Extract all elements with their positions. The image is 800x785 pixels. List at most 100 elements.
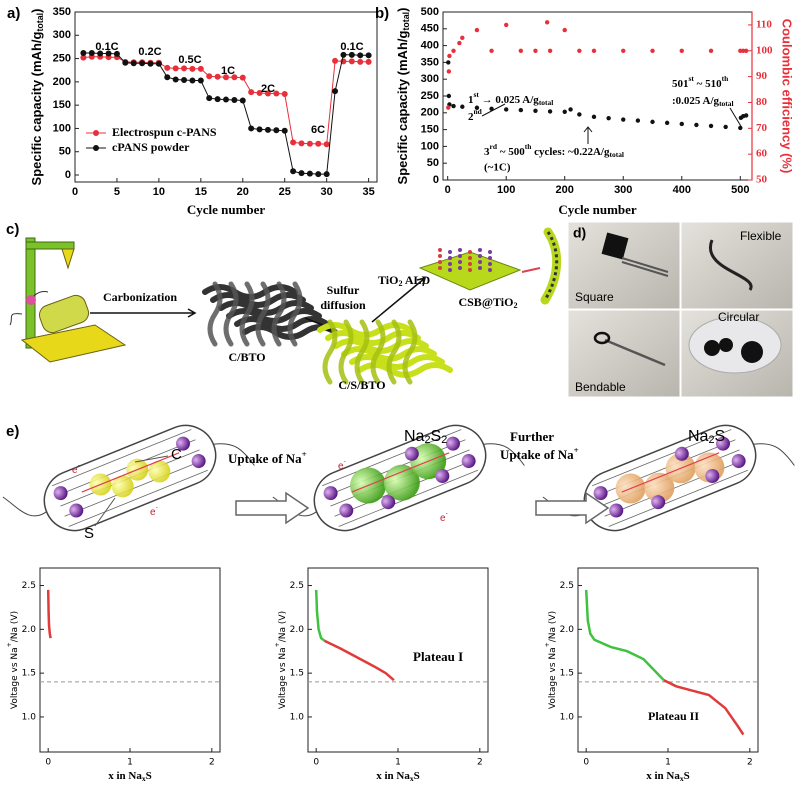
y-axis-label: Voltage vs Na+/Na (V): [544, 611, 558, 709]
data-point: [264, 90, 271, 97]
data-point: [231, 74, 238, 81]
x-tick-label: 2: [209, 758, 215, 768]
data-point: [635, 118, 641, 123]
fiber-mesh: [271, 281, 287, 347]
sodium-ion: [323, 486, 338, 501]
sodium-ion: [651, 495, 666, 510]
legend-marker: [93, 145, 99, 151]
series-line: [663, 679, 745, 736]
x-axis-label-part: x in Na: [646, 770, 680, 782]
fiber-mesh: [338, 319, 354, 385]
data-point: [606, 115, 611, 121]
species-label: Na2S: [688, 428, 725, 446]
y-tick-label: 2.5: [22, 581, 36, 591]
data-point: [223, 96, 229, 103]
x-tick-label: 0: [45, 758, 51, 768]
electron-label-part: e: [440, 513, 446, 524]
fiber-mesh: [402, 319, 418, 385]
electron-label-part: e: [338, 461, 344, 472]
data-point: [88, 49, 95, 56]
sodium-ion: [705, 468, 720, 483]
electron-label-part: -: [156, 504, 158, 511]
y-tick-label: 150: [421, 124, 439, 136]
data-point: [694, 122, 699, 128]
data-point: [446, 93, 452, 99]
step-label: Further: [510, 429, 554, 444]
panel-label: a): [7, 5, 20, 22]
step-label-part: +: [302, 449, 307, 459]
electron-label-part: e: [72, 465, 78, 476]
data-point: [172, 65, 179, 72]
annotation-part: nd: [474, 107, 483, 116]
plateau-label: Plateau I: [413, 649, 463, 664]
y-tick-label: 50: [427, 157, 439, 169]
sulfur-label: S: [84, 525, 94, 542]
annotation-part: :0.025 A/g: [672, 95, 720, 107]
x-tick-label: 20: [237, 186, 249, 198]
tio2-particle: [438, 248, 442, 252]
carbon-leader: [134, 455, 169, 463]
annotation: 2nd: [468, 107, 483, 123]
data-point: [365, 52, 372, 59]
sample-circular: [719, 338, 733, 352]
data-point: [568, 107, 573, 112]
apparatus-arm: [25, 241, 75, 250]
annotation-part: 1: [468, 94, 474, 106]
step-label: Uptake of Na+: [500, 445, 579, 462]
photo-label: Circular: [718, 310, 759, 324]
data-point: [447, 53, 452, 59]
species-label: Na2S2: [404, 428, 447, 446]
fiber-mesh: [234, 316, 330, 332]
series-line: [46, 589, 52, 639]
sodium-ion: [339, 503, 354, 518]
data-point: [621, 117, 626, 122]
photo-label: Flexible: [740, 229, 782, 243]
x-tick-label: 0: [313, 758, 319, 768]
y-axis-label-part: total: [401, 12, 411, 31]
data-point: [264, 126, 271, 133]
data-point: [206, 95, 213, 102]
y-tick-label: 350: [421, 56, 439, 68]
y-tick-label: 1.0: [290, 712, 305, 722]
data-point: [723, 124, 728, 130]
data-point: [547, 109, 553, 114]
tio2-particle: [448, 250, 452, 254]
sulfur-sphere: [383, 464, 420, 501]
species-label-part: 2: [708, 434, 714, 446]
data-point: [155, 60, 162, 67]
step-label: Carbonization: [103, 290, 177, 304]
species-label-part: Na: [404, 428, 425, 445]
sodium-ion: [69, 503, 84, 518]
sample-bent: [593, 331, 611, 345]
data-point: [357, 52, 364, 59]
y-tick-label: 2.0: [22, 625, 37, 635]
y-axis-label-part: /Na (V): [10, 611, 20, 642]
tio2-particle: [478, 254, 482, 258]
data-point: [97, 50, 104, 57]
tio2-particle: [448, 256, 452, 260]
y2-tick-label: 50: [756, 174, 768, 186]
y-axis-label-part: ): [29, 9, 44, 13]
tio2-particle: [458, 254, 462, 258]
annotation-part: cycles: ~0.22A/g: [531, 146, 610, 158]
species-label-part: 2: [424, 434, 430, 446]
data-point: [460, 35, 465, 41]
electron-label: e-: [440, 510, 448, 524]
data-point: [348, 58, 355, 65]
data-point: [451, 103, 456, 109]
y-tick-label: 1.5: [560, 669, 574, 679]
annotation-part: total: [539, 98, 554, 107]
tio2-particle: [488, 256, 492, 260]
data-point: [489, 48, 494, 53]
fiber-mesh: [287, 281, 303, 347]
fiber-end: [2, 443, 255, 517]
annotation: 501st ~ 510th: [672, 74, 729, 90]
tube-wall: [64, 459, 204, 517]
sulfur-sphere: [111, 475, 134, 498]
step-label-part: 2: [398, 279, 402, 288]
x-tick-label: 10: [153, 186, 165, 198]
annotation-part: 2: [468, 111, 474, 123]
data-point: [306, 170, 313, 177]
y-tick-label: 2.5: [560, 581, 574, 591]
